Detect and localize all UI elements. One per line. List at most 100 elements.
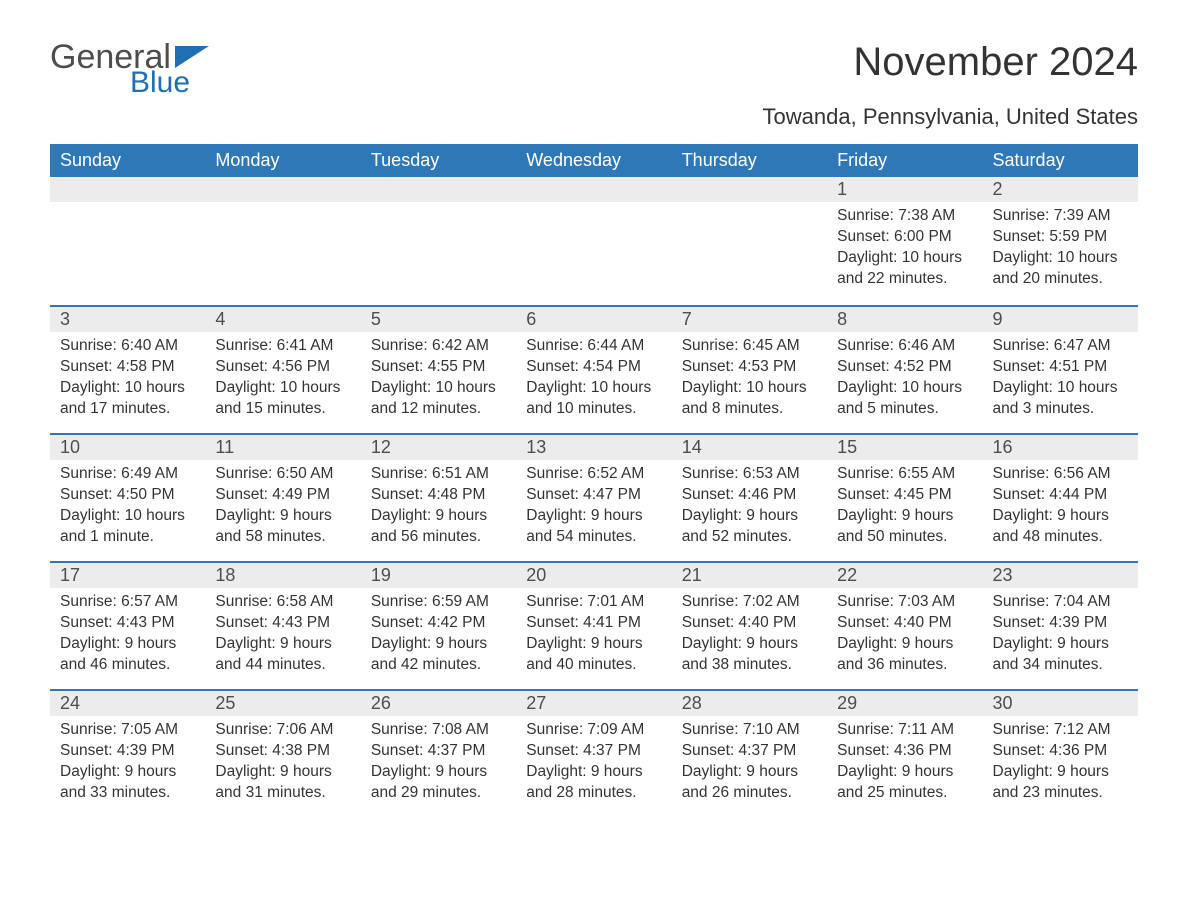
sunset-text: Sunset: 4:50 PM: [60, 485, 195, 506]
day-data: Sunrise: 6:51 AMSunset: 4:48 PMDaylight:…: [361, 460, 516, 558]
calendar-day-cell: 11Sunrise: 6:50 AMSunset: 4:49 PMDayligh…: [205, 433, 360, 561]
day-data: Sunrise: 7:06 AMSunset: 4:38 PMDaylight:…: [205, 716, 360, 814]
sunrise-text: Sunrise: 6:45 AM: [682, 336, 817, 357]
sunset-text: Sunset: 4:45 PM: [837, 485, 972, 506]
daylight-text: Daylight: 9 hours and 40 minutes.: [526, 634, 661, 676]
daylight-text: Daylight: 10 hours and 3 minutes.: [993, 378, 1128, 420]
day-data: Sunrise: 6:59 AMSunset: 4:42 PMDaylight:…: [361, 588, 516, 686]
day-number: 1: [827, 177, 982, 202]
day-data: Sunrise: 7:05 AMSunset: 4:39 PMDaylight:…: [50, 716, 205, 814]
sunset-text: Sunset: 4:40 PM: [682, 613, 817, 634]
sunrise-text: Sunrise: 6:42 AM: [371, 336, 506, 357]
sunset-text: Sunset: 4:53 PM: [682, 357, 817, 378]
sunset-text: Sunset: 4:37 PM: [682, 741, 817, 762]
sunset-text: Sunset: 5:59 PM: [993, 227, 1128, 248]
sunset-text: Sunset: 4:43 PM: [60, 613, 195, 634]
sunrise-text: Sunrise: 6:55 AM: [837, 464, 972, 485]
daylight-text: Daylight: 9 hours and 36 minutes.: [837, 634, 972, 676]
header: General Blue November 2024: [50, 40, 1138, 98]
sunset-text: Sunset: 4:49 PM: [215, 485, 350, 506]
page-title: November 2024: [853, 40, 1138, 85]
day-data: Sunrise: 7:38 AMSunset: 6:00 PMDaylight:…: [827, 202, 982, 300]
sunrise-text: Sunrise: 7:01 AM: [526, 592, 661, 613]
daylight-text: Daylight: 9 hours and 26 minutes.: [682, 762, 817, 804]
sunrise-text: Sunrise: 7:02 AM: [682, 592, 817, 613]
calendar-week-row: 24Sunrise: 7:05 AMSunset: 4:39 PMDayligh…: [50, 689, 1138, 817]
day-number: 25: [205, 689, 360, 716]
day-number: 9: [983, 305, 1138, 332]
sunrise-text: Sunrise: 6:46 AM: [837, 336, 972, 357]
sunset-text: Sunset: 4:56 PM: [215, 357, 350, 378]
day-number: [50, 177, 205, 202]
day-data: Sunrise: 6:49 AMSunset: 4:50 PMDaylight:…: [50, 460, 205, 558]
daylight-text: Daylight: 9 hours and 29 minutes.: [371, 762, 506, 804]
daylight-text: Daylight: 9 hours and 33 minutes.: [60, 762, 195, 804]
day-number: 6: [516, 305, 671, 332]
sunrise-text: Sunrise: 6:51 AM: [371, 464, 506, 485]
daylight-text: Daylight: 9 hours and 28 minutes.: [526, 762, 661, 804]
day-number: 15: [827, 433, 982, 460]
calendar-day-cell: 23Sunrise: 7:04 AMSunset: 4:39 PMDayligh…: [983, 561, 1138, 689]
sunrise-text: Sunrise: 7:11 AM: [837, 720, 972, 741]
day-data: Sunrise: 6:52 AMSunset: 4:47 PMDaylight:…: [516, 460, 671, 558]
day-data: Sunrise: 6:56 AMSunset: 4:44 PMDaylight:…: [983, 460, 1138, 558]
calendar-day-cell: 18Sunrise: 6:58 AMSunset: 4:43 PMDayligh…: [205, 561, 360, 689]
daylight-text: Daylight: 9 hours and 50 minutes.: [837, 506, 972, 548]
day-data: Sunrise: 6:55 AMSunset: 4:45 PMDaylight:…: [827, 460, 982, 558]
day-data: Sunrise: 7:39 AMSunset: 5:59 PMDaylight:…: [983, 202, 1138, 300]
sunset-text: Sunset: 4:54 PM: [526, 357, 661, 378]
calendar-day-cell: 9Sunrise: 6:47 AMSunset: 4:51 PMDaylight…: [983, 305, 1138, 433]
calendar-day-cell: 19Sunrise: 6:59 AMSunset: 4:42 PMDayligh…: [361, 561, 516, 689]
day-data: Sunrise: 7:01 AMSunset: 4:41 PMDaylight:…: [516, 588, 671, 686]
daylight-text: Daylight: 9 hours and 58 minutes.: [215, 506, 350, 548]
day-number: 4: [205, 305, 360, 332]
logo: General Blue: [50, 40, 209, 98]
day-number: 27: [516, 689, 671, 716]
daylight-text: Daylight: 9 hours and 34 minutes.: [993, 634, 1128, 676]
calendar-day-cell: 1Sunrise: 7:38 AMSunset: 6:00 PMDaylight…: [827, 177, 982, 305]
calendar-day-cell: 22Sunrise: 7:03 AMSunset: 4:40 PMDayligh…: [827, 561, 982, 689]
day-number: 18: [205, 561, 360, 588]
calendar-day-cell: 16Sunrise: 6:56 AMSunset: 4:44 PMDayligh…: [983, 433, 1138, 561]
calendar-day-cell: 7Sunrise: 6:45 AMSunset: 4:53 PMDaylight…: [672, 305, 827, 433]
sunset-text: Sunset: 4:47 PM: [526, 485, 661, 506]
sunrise-text: Sunrise: 6:50 AM: [215, 464, 350, 485]
sunset-text: Sunset: 4:46 PM: [682, 485, 817, 506]
day-number: 7: [672, 305, 827, 332]
daylight-text: Daylight: 10 hours and 8 minutes.: [682, 378, 817, 420]
daylight-text: Daylight: 9 hours and 54 minutes.: [526, 506, 661, 548]
sunrise-text: Sunrise: 7:04 AM: [993, 592, 1128, 613]
weekday-header: Monday: [205, 144, 360, 177]
day-data: Sunrise: 7:03 AMSunset: 4:40 PMDaylight:…: [827, 588, 982, 686]
weekday-header: Sunday: [50, 144, 205, 177]
weekday-header: Friday: [827, 144, 982, 177]
sunset-text: Sunset: 4:40 PM: [837, 613, 972, 634]
day-number: 5: [361, 305, 516, 332]
day-data: Sunrise: 7:11 AMSunset: 4:36 PMDaylight:…: [827, 716, 982, 814]
day-data: Sunrise: 7:04 AMSunset: 4:39 PMDaylight:…: [983, 588, 1138, 686]
day-data: Sunrise: 7:02 AMSunset: 4:40 PMDaylight:…: [672, 588, 827, 686]
sunrise-text: Sunrise: 7:12 AM: [993, 720, 1128, 741]
calendar-day-cell: 29Sunrise: 7:11 AMSunset: 4:36 PMDayligh…: [827, 689, 982, 817]
sunset-text: Sunset: 4:39 PM: [60, 741, 195, 762]
calendar-day-cell: 14Sunrise: 6:53 AMSunset: 4:46 PMDayligh…: [672, 433, 827, 561]
sunrise-text: Sunrise: 6:53 AM: [682, 464, 817, 485]
calendar-day-cell: 25Sunrise: 7:06 AMSunset: 4:38 PMDayligh…: [205, 689, 360, 817]
calendar-week-row: 17Sunrise: 6:57 AMSunset: 4:43 PMDayligh…: [50, 561, 1138, 689]
day-data: Sunrise: 6:45 AMSunset: 4:53 PMDaylight:…: [672, 332, 827, 430]
day-number: 22: [827, 561, 982, 588]
daylight-text: Daylight: 9 hours and 44 minutes.: [215, 634, 350, 676]
calendar-day-cell: [516, 177, 671, 305]
day-data: Sunrise: 6:58 AMSunset: 4:43 PMDaylight:…: [205, 588, 360, 686]
day-data: Sunrise: 7:10 AMSunset: 4:37 PMDaylight:…: [672, 716, 827, 814]
daylight-text: Daylight: 10 hours and 20 minutes.: [993, 248, 1128, 290]
calendar-day-cell: 4Sunrise: 6:41 AMSunset: 4:56 PMDaylight…: [205, 305, 360, 433]
day-number: 19: [361, 561, 516, 588]
daylight-text: Daylight: 9 hours and 23 minutes.: [993, 762, 1128, 804]
day-number: 16: [983, 433, 1138, 460]
day-data: Sunrise: 7:09 AMSunset: 4:37 PMDaylight:…: [516, 716, 671, 814]
weekday-header-row: Sunday Monday Tuesday Wednesday Thursday…: [50, 144, 1138, 177]
calendar-day-cell: 17Sunrise: 6:57 AMSunset: 4:43 PMDayligh…: [50, 561, 205, 689]
sunrise-text: Sunrise: 6:52 AM: [526, 464, 661, 485]
day-number: [361, 177, 516, 202]
